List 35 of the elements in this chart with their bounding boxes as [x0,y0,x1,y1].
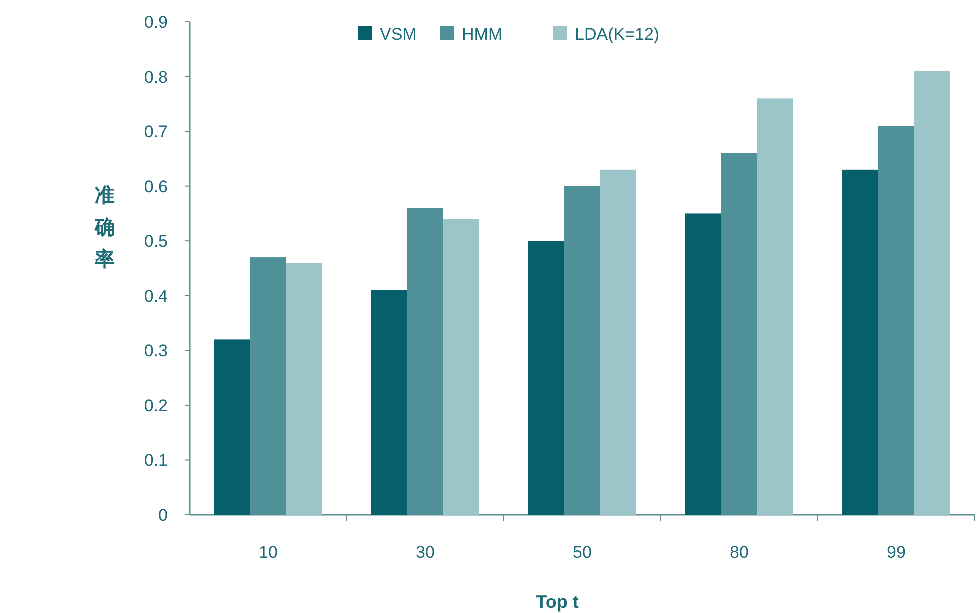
x-tick-label: 30 [416,543,435,562]
y-tick-label: 0.7 [144,122,168,142]
bar [286,263,322,515]
y-tick-label: 0.9 [144,13,168,32]
bar [878,126,914,515]
y-tick-label: 0 [158,506,168,525]
y-tick-label: 0.2 [144,396,168,416]
y-axis-title: 准确率 [94,184,115,271]
bar [914,71,950,515]
bar [600,170,636,515]
x-axis-title: Top t [536,592,579,612]
bar [372,290,408,515]
y-tick-label: 0.6 [144,177,168,196]
bar [686,214,722,515]
legend-label: LDA(K=12) [575,25,660,44]
legend-label: HMM [462,25,503,44]
x-tick-label: 99 [887,543,906,562]
y-tick-label: 0.8 [144,68,168,87]
bar [842,170,878,515]
legend-label: VSM [380,25,417,44]
bar [214,340,250,515]
bar [250,258,286,515]
y-tick-label: 0.1 [144,451,168,470]
x-tick-label: 10 [259,543,278,562]
x-tick-label: 80 [730,543,749,562]
bar [528,241,564,515]
y-tick-label: 0.4 [144,286,168,306]
y-tick-label: 0.3 [144,342,168,361]
y-tick-label: 0.5 [144,232,168,252]
x-tick-label: 50 [573,543,592,562]
bar [722,153,758,515]
bar [408,208,444,515]
bar [444,219,480,515]
bar [564,186,600,515]
bar [758,98,794,515]
